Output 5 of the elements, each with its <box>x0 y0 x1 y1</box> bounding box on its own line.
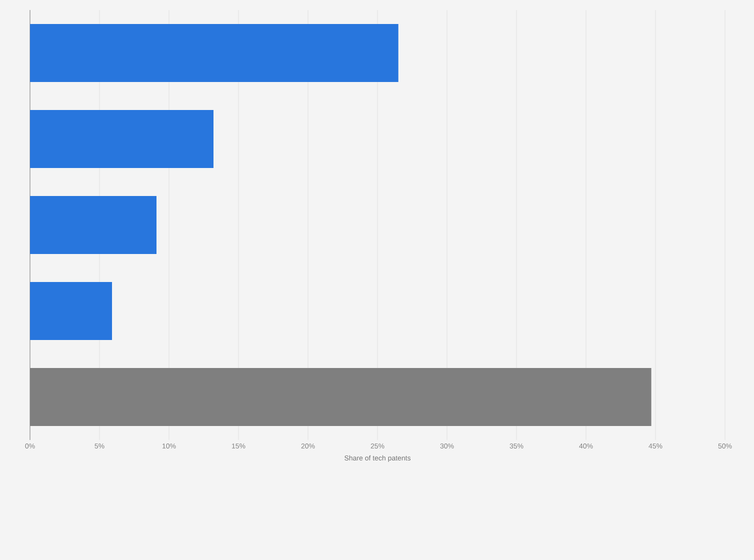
bar <box>30 24 398 82</box>
bar <box>30 282 112 340</box>
bar <box>30 368 652 426</box>
bar <box>30 110 214 168</box>
bar <box>30 196 156 254</box>
